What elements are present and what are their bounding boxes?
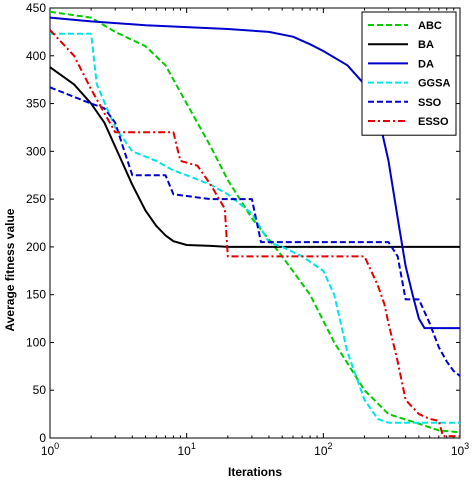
legend-box [361,11,457,136]
y-axis-label-group: Average fitness value [3,208,17,331]
y-tick-label: 50 [33,383,47,397]
y-axis-label: Average fitness value [3,208,17,331]
y-tick-label: 300 [26,144,46,158]
x-tick-label: 101 [177,441,195,458]
y-tick-label: 150 [26,288,46,302]
y-tick-label: 350 [26,97,46,111]
x-tick-label: 100 [41,441,59,458]
y-tick-label: 250 [26,192,46,206]
y-tick-label: 400 [26,49,46,63]
legend-label: DA [418,58,434,70]
y-tick-label: 0 [39,431,46,445]
y-tick-label: 200 [26,240,46,254]
y-tick-label: 100 [26,335,46,349]
series-line-ggsa [50,32,460,424]
legend-label: BA [418,39,434,51]
series-line-da [49,16,460,330]
x-tick-label: 103 [451,441,469,458]
series-line-ba [49,66,460,248]
legend-label: SSO [418,97,442,109]
x-axis-label: Iterations [228,465,282,479]
series-line-abc [49,10,461,434]
legend: ABC BA DA GGSA SSO ESSO [361,11,457,136]
legend-label: ABC [418,20,442,32]
series-line-esso [49,29,460,438]
legend-label: GGSA [418,78,450,90]
plot-frame [49,7,461,439]
y-tick-label: 450 [26,1,46,15]
plot-area: 0 50 100 150 200 250 300 350 400 450 100 101 102 103 I… [26,1,469,479]
legend-label: ESSO [418,116,449,128]
x-tick-label: 102 [314,441,332,458]
series-line-sso [49,86,461,377]
